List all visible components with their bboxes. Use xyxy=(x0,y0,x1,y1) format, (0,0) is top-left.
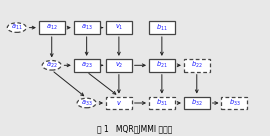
Bar xyxy=(149,97,175,109)
Bar xyxy=(149,21,175,34)
Circle shape xyxy=(42,61,61,70)
Bar xyxy=(184,97,210,109)
Text: 图 1   MQR－JMMI 阵结构: 图 1 MQR－JMMI 阵结构 xyxy=(97,125,173,134)
Text: $a_{13}$: $a_{13}$ xyxy=(81,23,92,32)
Text: $a_{12}$: $a_{12}$ xyxy=(46,23,58,32)
Text: $a_{23}$: $a_{23}$ xyxy=(81,61,92,70)
Bar xyxy=(74,59,100,72)
Text: $a_{33}$: $a_{33}$ xyxy=(81,98,92,108)
Text: $b_{32}$: $b_{32}$ xyxy=(191,98,202,108)
Bar xyxy=(74,21,100,34)
Text: $b_{31}$: $b_{31}$ xyxy=(156,98,168,108)
Bar xyxy=(106,97,132,109)
Bar xyxy=(106,21,132,34)
Circle shape xyxy=(77,98,96,108)
Text: $a_{11}$: $a_{11}$ xyxy=(11,23,23,32)
Text: $b_{21}$: $b_{21}$ xyxy=(156,60,168,70)
Text: $a_{22}$: $a_{22}$ xyxy=(46,61,58,70)
Text: $v_{2}$: $v_{2}$ xyxy=(115,61,123,70)
Text: $b_{22}$: $b_{22}$ xyxy=(191,60,202,70)
Text: $b_{33}$: $b_{33}$ xyxy=(228,98,240,108)
Circle shape xyxy=(7,23,26,32)
Bar xyxy=(106,59,132,72)
Bar xyxy=(39,21,65,34)
Text: $b_{11}$: $b_{11}$ xyxy=(156,23,168,33)
Text: $v_{1}$: $v_{1}$ xyxy=(115,23,123,32)
Bar xyxy=(221,97,247,109)
Bar xyxy=(149,59,175,72)
Text: $v$: $v$ xyxy=(116,99,122,107)
Bar xyxy=(184,59,210,72)
